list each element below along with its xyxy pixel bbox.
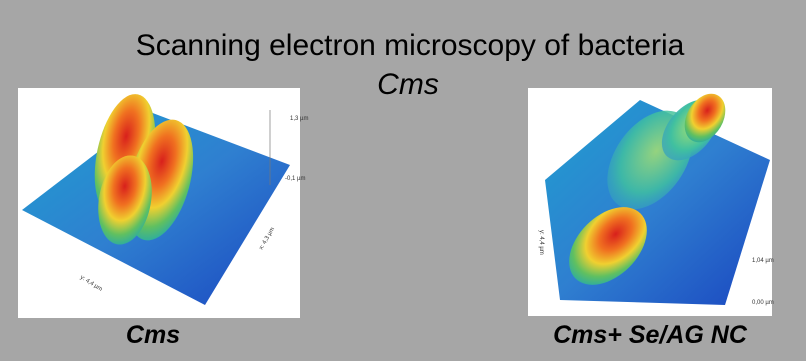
- axis-label: y: 4,4 µm: [538, 230, 544, 255]
- slide: Scanning electron microscopy of bacteria…: [0, 0, 806, 361]
- page: Scanning electron microscopy of bacteria…: [0, 0, 806, 361]
- title: Scanning electron microscopy of bacteria: [136, 29, 685, 62]
- axis-label: 1,3 µm: [290, 116, 308, 122]
- subtitle: Cms: [377, 68, 439, 101]
- panel-label: Cms+ Se/AG NC: [553, 321, 748, 349]
- axis-label: -0,1 µm: [285, 176, 305, 182]
- axis-label: 1,04 µm: [752, 258, 774, 264]
- axis-label: 0,00 µm: [752, 300, 774, 306]
- image-cms-se-ag: y: 4,4 µm 1,04 µm 0,00 µm: [528, 86, 774, 316]
- panel-label: Cms: [126, 321, 180, 349]
- image-cms: 1,3 µm -0,1 µm x: 4,3 µm y: 4,4 µm: [18, 88, 308, 318]
